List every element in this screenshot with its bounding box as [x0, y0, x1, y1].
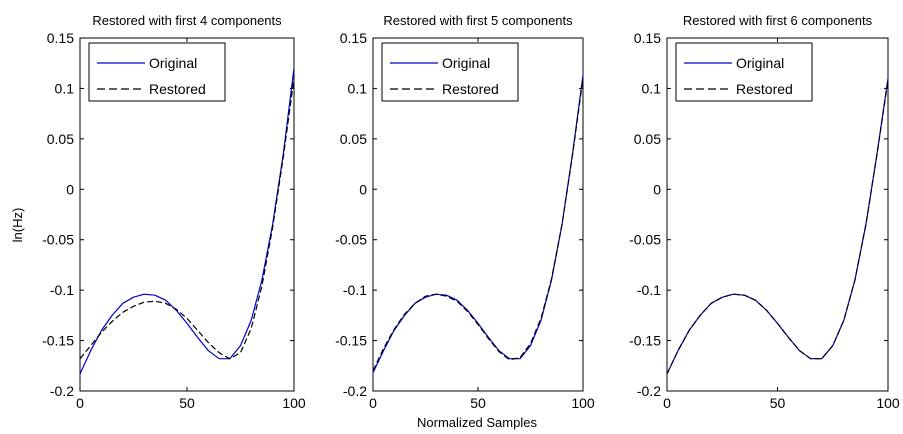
x-tick-label: 0 — [663, 395, 671, 411]
legend: Original Restored — [88, 42, 226, 102]
y-tick-label: 0.1 — [348, 80, 368, 96]
x-tick-label: 0 — [369, 395, 377, 411]
legend-box — [381, 42, 519, 102]
series-line-original — [372, 75, 584, 374]
legend-label: Restored — [736, 81, 793, 97]
legend-box — [675, 42, 813, 102]
y-tick-label: 0 — [653, 181, 661, 197]
x-tick-label: 100 — [282, 395, 306, 411]
y-tick-label: 0.05 — [47, 131, 74, 147]
y-tick-label: -0.15 — [42, 333, 74, 349]
y-tick-label: 0.1 — [55, 80, 75, 96]
y-tick-label: -0.15 — [335, 333, 367, 349]
y-tick-label: -0.1 — [343, 282, 367, 298]
y-tick-label: -0.2 — [50, 383, 74, 399]
legend-label: Original — [149, 55, 197, 71]
y-tick-label: -0.1 — [637, 282, 661, 298]
legend: Original Restored — [381, 42, 519, 102]
y-tick-label: 0.15 — [340, 30, 367, 46]
y-tick-label: -0.2 — [637, 383, 661, 399]
y-tick-label: 0.05 — [634, 131, 661, 147]
subplot-title: Restored with first 5 components — [383, 13, 573, 28]
x-tick-label: 100 — [571, 395, 595, 411]
y-tick-label: -0.05 — [335, 232, 367, 248]
series-line-restored — [372, 78, 584, 372]
legend-label: Original — [736, 55, 784, 71]
subplot-3: Restored with first 6 components -0.2 -0.1… — [629, 13, 900, 411]
y-tick-label: -0.15 — [629, 333, 661, 349]
y-tick-label: 0.15 — [47, 30, 74, 46]
y-tick-label: -0.2 — [343, 383, 367, 399]
legend-label: Restored — [442, 81, 499, 97]
legend: Original Restored — [675, 42, 813, 102]
x-tick-label: 50 — [179, 395, 195, 411]
series-line-restored — [79, 78, 295, 360]
subplot-title: Restored with first 6 components — [683, 13, 873, 28]
y-tick-label: 0 — [66, 181, 74, 197]
y-tick-label: 0 — [359, 181, 367, 197]
x-axis-label: Normalized Samples — [417, 415, 537, 430]
y-axis-label: ln(Hz) — [10, 208, 25, 243]
y-tick-label: 0.1 — [642, 80, 662, 96]
y-tick-label: -0.1 — [50, 282, 74, 298]
subplot-2: Restored with first 5 components -0.2 -0.1… — [335, 13, 595, 411]
series-line-restored — [666, 80, 889, 375]
subplot-1: Restored with first 4 components -0.2 -0.1… — [42, 13, 306, 411]
y-tick-label: -0.05 — [629, 232, 661, 248]
y-tick-label: 0.15 — [634, 30, 661, 46]
series-line-original — [79, 68, 295, 375]
x-tick-label: 50 — [770, 395, 786, 411]
legend-label: Restored — [149, 81, 206, 97]
x-tick-label: 0 — [76, 395, 84, 411]
subplots-container: Restored with first 4 components -0.2 -0.1… — [42, 13, 900, 411]
legend-label: Original — [442, 55, 490, 71]
y-tick-label: -0.05 — [42, 232, 74, 248]
subplot-title: Restored with first 4 components — [92, 13, 282, 28]
x-tick-label: 50 — [470, 395, 486, 411]
y-tick-label: 0.05 — [340, 131, 367, 147]
legend-box — [88, 42, 226, 102]
x-tick-label: 100 — [876, 395, 900, 411]
